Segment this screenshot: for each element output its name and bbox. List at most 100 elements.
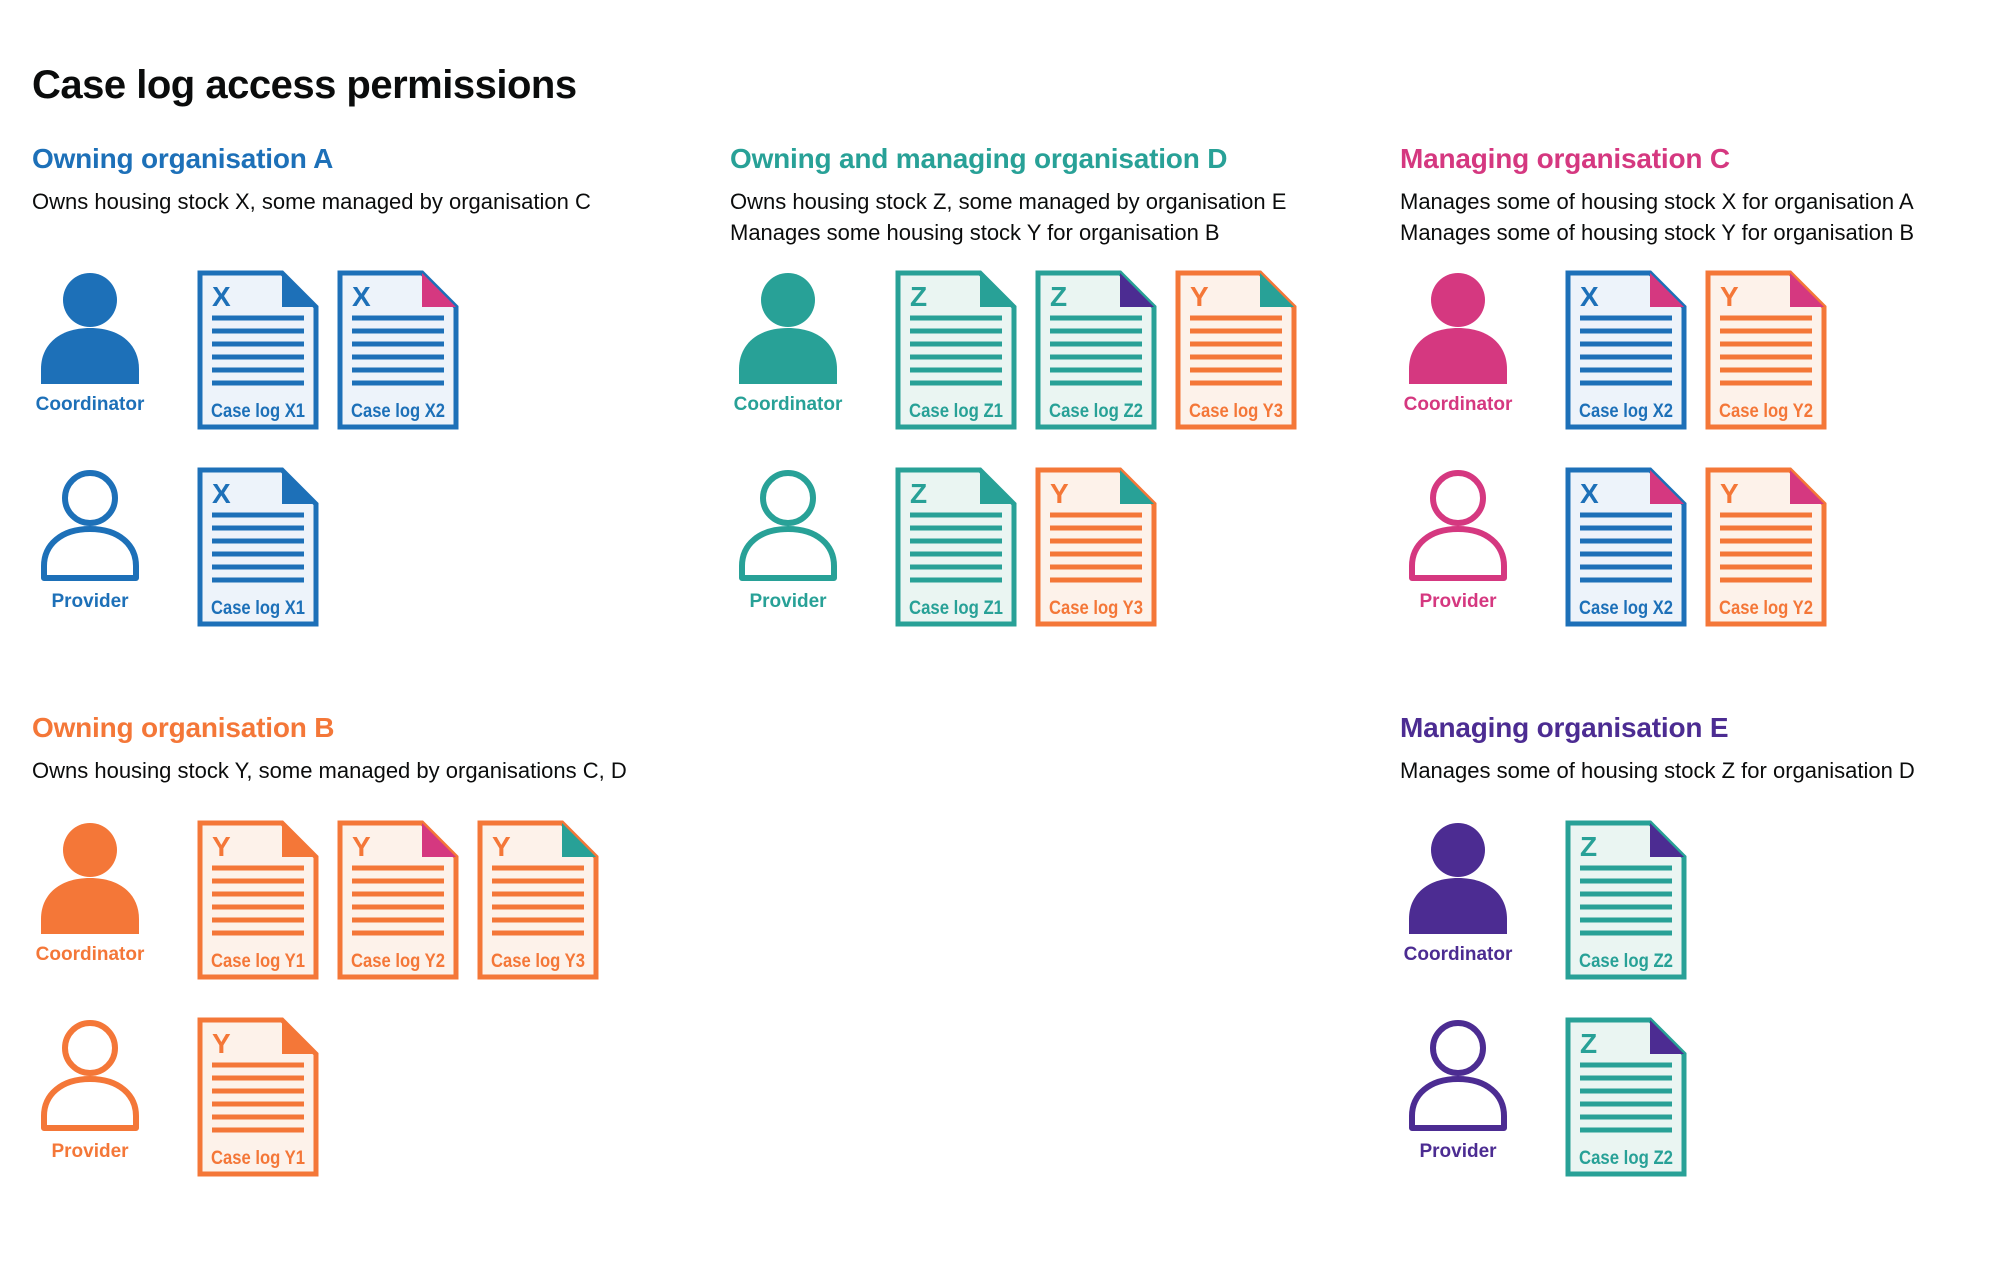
- doc-fold-blue: [282, 470, 316, 504]
- case-log-doc-icon: Y Case log Y3: [1035, 467, 1157, 627]
- org-section-C: Managing organisation C Manages some of h…: [1400, 143, 2000, 632]
- doc-label: Case log Y2: [1719, 401, 1813, 422]
- doc-label: Case log Y1: [211, 1148, 305, 1169]
- doc-stock-letter: X: [212, 478, 231, 509]
- org-description-line: Manages some of housing stock Z for orga…: [1400, 758, 1915, 783]
- doc-label: Case log Y2: [351, 951, 445, 972]
- doc-fold-purple: [1650, 1020, 1684, 1054]
- org-section-E: Managing organisation E Manages some of h…: [1400, 712, 2000, 1182]
- doc-fold-pink: [422, 823, 456, 857]
- case-log-doc-icon: Y Case log Y1: [197, 1017, 319, 1177]
- doc-stock-letter: Y: [1190, 281, 1209, 312]
- role-label: Coordinator: [733, 394, 843, 415]
- doc-stock-letter: Z: [1580, 1028, 1597, 1059]
- doc-fold-pink: [1790, 470, 1824, 504]
- org-header-D: Owning and managing organisation D: [730, 143, 1228, 174]
- doc-fold-purple: [1120, 273, 1154, 307]
- case-log-doc-icon: Z Case log Z2: [1565, 820, 1687, 980]
- doc-fold-teal: [562, 823, 596, 857]
- doc-fold-teal: [1120, 470, 1154, 504]
- org-header-E: Managing organisation E: [1400, 712, 1729, 743]
- org-description-line: Manages some housing stock Y for organis…: [730, 220, 1220, 245]
- provider-person-icon: [739, 470, 837, 581]
- doc-label: Case log Z2: [1579, 951, 1673, 972]
- doc-label: Case log Z1: [909, 598, 1003, 619]
- org-header-A: Owning organisation A: [32, 143, 334, 174]
- doc-label: Case log Y2: [1719, 598, 1813, 619]
- coordinator-person-icon: [1409, 273, 1507, 384]
- provider-person-icon: [1409, 1020, 1507, 1131]
- org-header-B: Owning organisation B: [32, 712, 335, 743]
- doc-stock-letter: Z: [1580, 831, 1597, 862]
- page-title: Case log access permissions: [32, 62, 577, 107]
- doc-fold-blue: [282, 273, 316, 307]
- provider-person-icon: [41, 1020, 139, 1131]
- doc-stock-letter: Y: [212, 831, 231, 862]
- doc-label: Case log X1: [211, 598, 305, 619]
- role-label: Coordinator: [1403, 394, 1513, 415]
- doc-fold-teal: [980, 470, 1014, 504]
- role-label: Coordinator: [1403, 944, 1513, 965]
- doc-fold-teal: [980, 273, 1014, 307]
- case-log-doc-icon: Z Case log Z2: [1565, 1017, 1687, 1177]
- doc-fold-orange: [282, 823, 316, 857]
- role-label: Provider: [749, 591, 827, 612]
- case-log-doc-icon: Z Case log Z1: [895, 467, 1017, 627]
- doc-label: Case log Y3: [491, 951, 585, 972]
- role-label: Coordinator: [35, 394, 145, 415]
- case-log-doc-icon: Y Case log Y2: [337, 820, 459, 980]
- doc-fold-orange: [282, 1020, 316, 1054]
- doc-stock-letter: Y: [492, 831, 511, 862]
- doc-stock-letter: Z: [1050, 281, 1067, 312]
- coordinator-person-icon: [1409, 823, 1507, 934]
- org-description-line: Manages some of housing stock X for orga…: [1400, 189, 1914, 214]
- case-log-doc-icon: X Case log X2: [1565, 467, 1687, 627]
- doc-fold-pink: [1790, 273, 1824, 307]
- doc-stock-letter: X: [1580, 281, 1599, 312]
- org-section-A: Owning organisation A Owns housing stock …: [32, 143, 722, 632]
- doc-stock-letter: Y: [352, 831, 371, 862]
- doc-label: Case log X2: [1579, 401, 1673, 422]
- doc-stock-letter: Y: [1720, 281, 1739, 312]
- doc-stock-letter: X: [352, 281, 371, 312]
- role-label: Provider: [51, 591, 129, 612]
- doc-label: Case log Z2: [1049, 401, 1143, 422]
- org-description-line: Owns housing stock Z, some managed by or…: [730, 189, 1287, 214]
- provider-person-icon: [1409, 470, 1507, 581]
- doc-label: Case log X2: [351, 401, 445, 422]
- case-log-doc-icon: Y Case log Y1: [197, 820, 319, 980]
- doc-label: Case log X2: [1579, 598, 1673, 619]
- org-description-line: Owns housing stock Y, some managed by or…: [32, 758, 627, 783]
- doc-stock-letter: Z: [910, 281, 927, 312]
- doc-label: Case log X1: [211, 401, 305, 422]
- case-log-doc-icon: Y Case log Y3: [1175, 270, 1297, 430]
- doc-label: Case log Y3: [1049, 598, 1143, 619]
- doc-stock-letter: X: [212, 281, 231, 312]
- doc-stock-letter: Y: [1720, 478, 1739, 509]
- case-log-doc-icon: X Case log X1: [197, 270, 319, 430]
- doc-stock-letter: X: [1580, 478, 1599, 509]
- doc-label: Case log Z1: [909, 401, 1003, 422]
- org-description-line: Manages some of housing stock Y for orga…: [1400, 220, 1915, 245]
- org-section-D: Owning and managing organisation D Owns h…: [730, 143, 1420, 632]
- doc-label: Case log Y1: [211, 951, 305, 972]
- doc-label: Case log Y3: [1189, 401, 1283, 422]
- doc-stock-letter: Y: [1050, 478, 1069, 509]
- doc-fold-pink: [1650, 273, 1684, 307]
- role-label: Provider: [1419, 1141, 1497, 1162]
- coordinator-person-icon: [41, 273, 139, 384]
- case-log-doc-icon: Y Case log Y2: [1705, 270, 1827, 430]
- role-label: Coordinator: [35, 944, 145, 965]
- case-log-doc-icon: Y Case log Y2: [1705, 467, 1827, 627]
- case-log-doc-icon: Y Case log Y3: [477, 820, 599, 980]
- case-log-doc-icon: X Case log X1: [197, 467, 319, 627]
- doc-stock-letter: Y: [212, 1028, 231, 1059]
- doc-stock-letter: Z: [910, 478, 927, 509]
- coordinator-person-icon: [739, 273, 837, 384]
- role-label: Provider: [1419, 591, 1497, 612]
- case-log-doc-icon: X Case log X2: [1565, 270, 1687, 430]
- doc-fold-pink: [422, 273, 456, 307]
- org-description-line: Owns housing stock X, some managed by or…: [32, 189, 591, 214]
- doc-fold-pink: [1650, 470, 1684, 504]
